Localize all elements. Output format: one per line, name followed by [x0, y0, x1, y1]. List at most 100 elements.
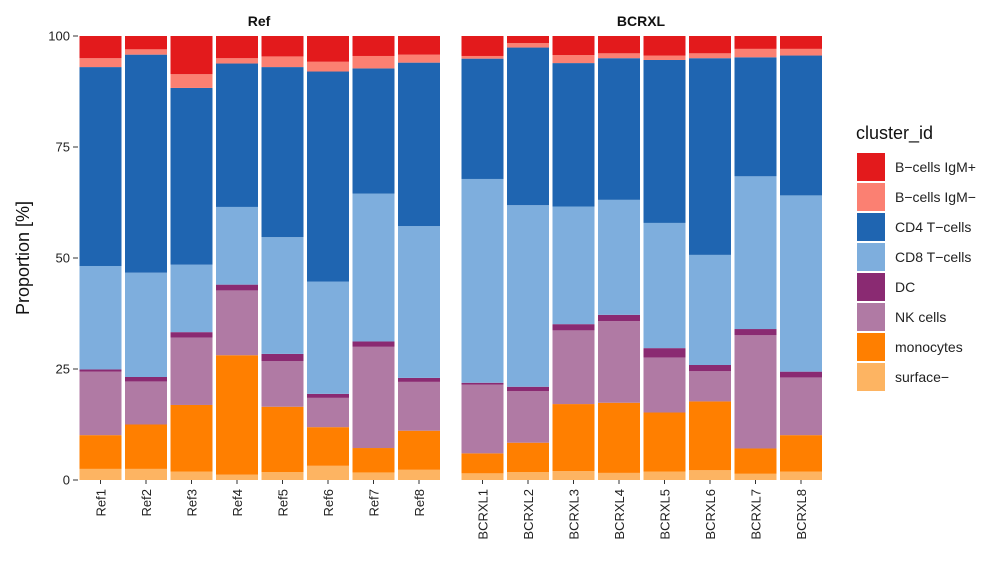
- bar-segment-ref1-3: [79, 265, 122, 370]
- bar-segment-ref1-7: [79, 468, 122, 480]
- legend-swatch-7: [857, 363, 885, 391]
- bar-segment-bcrxl7-0: [734, 36, 777, 49]
- bar-segment-ref3-0: [170, 36, 213, 75]
- bar-segment-ref4-3: [216, 206, 258, 285]
- bar-segment-bcrxl6-7: [689, 470, 731, 480]
- bar-segment-ref7-6: [352, 448, 395, 473]
- bar-segment-ref2-6: [125, 424, 167, 469]
- bar-segment-bcrxl5-5: [643, 357, 686, 413]
- bar-segment-bcrxl2-7: [507, 472, 549, 480]
- bar-segment-ref3-5: [170, 337, 213, 405]
- x-tick-label-bcrxl7: BCRXL7: [749, 489, 764, 540]
- bar-segment-bcrxl3-6: [552, 404, 595, 472]
- bar-segment-ref1-1: [79, 58, 122, 68]
- bar-segment-bcrxl8-1: [780, 48, 822, 56]
- bar-segment-bcrxl2-1: [507, 43, 549, 48]
- legend-label-3: CD8 T−cells: [895, 249, 971, 265]
- bar-segment-bcrxl3-2: [552, 63, 595, 207]
- bar-segment-ref6-1: [307, 61, 349, 72]
- bar-segment-bcrxl8-3: [780, 195, 822, 372]
- bar-segment-bcrxl5-2: [643, 59, 686, 223]
- bar-segment-bcrxl4-1: [598, 53, 640, 59]
- bar-segment-bcrxl4-7: [598, 472, 640, 480]
- bar-segment-bcrxl3-4: [552, 324, 595, 331]
- bar-segment-bcrxl7-6: [734, 448, 777, 474]
- bar-segment-ref7-0: [352, 36, 395, 56]
- bar-segment-bcrxl5-7: [643, 471, 686, 480]
- bar-segment-ref8-3: [398, 226, 440, 378]
- x-tick-label-bcrxl2: BCRXL2: [521, 489, 536, 540]
- bar-segment-ref4-2: [216, 63, 258, 207]
- bar-segment-ref8-0: [398, 36, 440, 55]
- bar-segment-bcrxl5-0: [643, 36, 686, 56]
- bar-segment-bcrxl1-7: [461, 473, 504, 480]
- bar-segment-bcrxl1-0: [461, 36, 504, 56]
- bar-segment-ref6-7: [307, 465, 349, 480]
- bar-segment-ref3-4: [170, 332, 213, 338]
- bar-segment-ref2-7: [125, 468, 167, 480]
- bar-segment-bcrxl6-4: [689, 365, 731, 372]
- legend-label-4: DC: [895, 279, 915, 295]
- bar-segment-ref2-1: [125, 49, 167, 55]
- bar-segment-bcrxl1-4: [461, 382, 504, 385]
- y-tick-label-75: 75: [56, 140, 70, 155]
- bar-segment-ref3-2: [170, 87, 213, 265]
- bar-segment-bcrxl1-1: [461, 55, 504, 59]
- bar-segment-bcrxl1-6: [461, 453, 504, 474]
- bar-segment-bcrxl7-1: [734, 48, 777, 58]
- legend-swatch-1: [857, 183, 885, 211]
- bar-segment-bcrxl4-5: [598, 321, 640, 403]
- bar-segment-ref1-6: [79, 435, 122, 469]
- bar-segment-ref1-4: [79, 369, 122, 372]
- bar-segment-bcrxl7-3: [734, 176, 777, 330]
- bar-segment-bcrxl7-4: [734, 329, 777, 336]
- bar-segment-bcrxl7-2: [734, 57, 777, 177]
- bar-segment-bcrxl6-1: [689, 53, 731, 59]
- bar-segment-bcrxl6-2: [689, 58, 731, 255]
- bar-segment-ref8-5: [398, 381, 440, 431]
- bar-segment-bcrxl2-2: [507, 47, 549, 206]
- y-axis: 0 25 50 75 100: [48, 29, 78, 488]
- x-tick-label-ref4: Ref4: [230, 489, 245, 516]
- y-tick-label-0: 0: [63, 473, 70, 488]
- x-tick-label-bcrxl5: BCRXL5: [658, 489, 673, 540]
- panel-title-ref: Ref: [248, 13, 271, 29]
- bar-segment-bcrxl2-0: [507, 36, 549, 44]
- bar-segment-bcrxl5-4: [643, 348, 686, 358]
- bar-segment-ref2-5: [125, 381, 167, 425]
- bar-segment-ref2-3: [125, 272, 167, 377]
- bar-segment-bcrxl8-7: [780, 471, 822, 480]
- x-tick-label-bcrxl3: BCRXL3: [567, 489, 582, 540]
- bar-segment-ref7-3: [352, 193, 395, 342]
- bar-segment-ref3-6: [170, 404, 213, 472]
- bar-segment-bcrxl6-5: [689, 371, 731, 402]
- bar-segment-bcrxl1-2: [461, 58, 504, 179]
- y-tick-label-25: 25: [56, 362, 70, 377]
- legend-label-6: monocytes: [895, 339, 963, 355]
- bar-segment-bcrxl8-5: [780, 377, 822, 436]
- x-tick-label-ref1: Ref1: [94, 489, 109, 516]
- bar-segment-ref7-4: [352, 341, 395, 347]
- bar-segment-ref8-1: [398, 54, 440, 63]
- bar-segment-ref8-7: [398, 469, 440, 480]
- bar-segment-ref8-2: [398, 62, 440, 227]
- y-tick-label-50: 50: [56, 251, 70, 266]
- bar-segment-bcrxl4-6: [598, 402, 640, 473]
- bar-segment-ref3-7: [170, 471, 213, 480]
- bar-segment-bcrxl4-3: [598, 199, 640, 315]
- bar-segment-bcrxl6-0: [689, 36, 731, 54]
- x-tick-label-bcrxl8: BCRXL8: [794, 489, 809, 540]
- legend-label-2: CD4 T−cells: [895, 219, 971, 235]
- bar-segment-ref7-5: [352, 346, 395, 449]
- bar-segment-ref8-6: [398, 430, 440, 470]
- bar-segment-bcrxl8-0: [780, 36, 822, 49]
- bar-segment-ref4-0: [216, 36, 258, 59]
- bar-segment-ref4-7: [216, 474, 258, 480]
- bar-segment-ref2-0: [125, 36, 167, 50]
- bar-segment-ref4-1: [216, 58, 258, 64]
- bar-segment-ref4-5: [216, 290, 258, 356]
- legend-label-5: NK cells: [895, 309, 946, 325]
- bar-segment-bcrxl5-6: [643, 412, 686, 472]
- bar-segment-bcrxl6-3: [689, 254, 731, 366]
- bar-segment-ref3-3: [170, 264, 213, 333]
